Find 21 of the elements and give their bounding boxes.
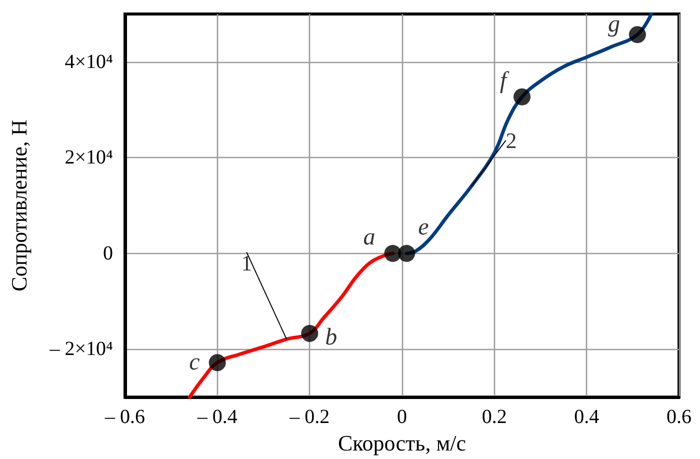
annotation: f (500, 68, 510, 94)
annotation: c (189, 350, 200, 376)
y-tick-label: 2×10⁴ (64, 146, 114, 169)
x-tick-label: – 0.2 (288, 406, 330, 428)
annotation: a (363, 224, 376, 250)
text: 1 (241, 250, 252, 276)
y-tick-label: 0 (103, 242, 113, 264)
x-tick-label: – 0.6 (104, 406, 145, 428)
x-tick-label: – 0.4 (196, 406, 238, 428)
annotation: g (608, 12, 620, 38)
x-tick-label: 0 (397, 406, 407, 428)
annotation: b (325, 324, 338, 350)
x-tick-label: 0.4 (574, 406, 600, 428)
y-tick-label: 4×10⁴ (64, 50, 114, 73)
annotation: e (418, 214, 430, 240)
x-tick-label: 0.6 (666, 406, 692, 428)
y-tick-label: – 2×10⁴ (48, 338, 114, 360)
y-axis-title: Сопротивление, Н (6, 120, 32, 292)
series-label: 2 (506, 128, 517, 153)
x-axis-title: Скорость, м/с (338, 430, 466, 456)
x-tick-label: 0.2 (482, 406, 507, 428)
